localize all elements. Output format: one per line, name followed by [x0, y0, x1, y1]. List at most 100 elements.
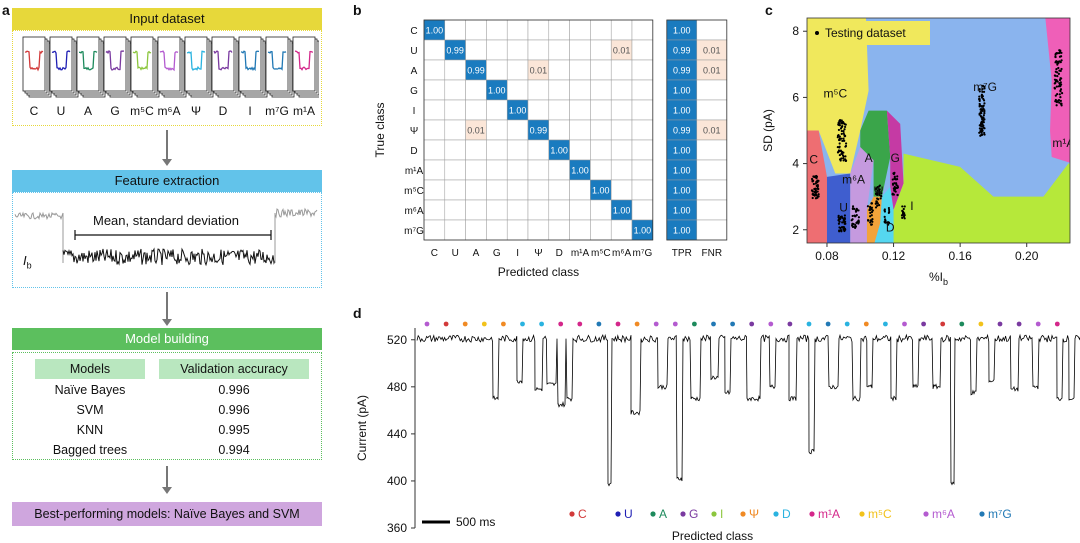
matrix-cell	[631, 119, 654, 141]
test-point	[837, 216, 840, 219]
matrix-cell	[423, 219, 446, 241]
test-point	[1053, 86, 1056, 89]
class-dot	[558, 321, 564, 327]
matrix-cell	[486, 119, 508, 141]
matrix-cell	[423, 179, 446, 201]
matrix-cell	[527, 159, 550, 181]
matrix-diag-value: 1.00	[488, 86, 506, 96]
matrix-cell	[423, 199, 446, 221]
dataset-stack	[211, 36, 241, 98]
matrix-cell	[590, 59, 612, 81]
test-point	[1058, 101, 1061, 104]
y-tick-label: 4	[792, 157, 799, 171]
test-point	[843, 221, 846, 224]
dataset-stack	[103, 36, 133, 98]
model-name: Bagged trees	[52, 443, 128, 457]
test-point	[866, 205, 870, 208]
class-dot	[749, 321, 755, 327]
x-axis-label: %Ib	[929, 270, 948, 287]
test-point	[981, 87, 984, 91]
test-point	[978, 95, 981, 98]
test-point	[840, 119, 843, 122]
tpr-value: 1.00	[673, 146, 691, 156]
test-point	[877, 204, 881, 207]
matrix-col-label: I	[516, 248, 519, 259]
legend-dot	[650, 511, 656, 517]
dataset-trace	[267, 50, 287, 71]
matrix-cell	[527, 139, 550, 161]
test-point	[811, 196, 814, 200]
matrix-cell	[631, 199, 654, 221]
legend-dot	[809, 511, 815, 517]
matrix-cell	[548, 119, 570, 141]
matrix-cell	[527, 79, 550, 101]
matrix-cell	[590, 39, 612, 61]
matrix-cell	[569, 99, 591, 121]
test-point	[896, 193, 899, 197]
matrix-cell	[631, 179, 654, 201]
y-tick-label: 360	[387, 521, 407, 535]
class-dot	[577, 321, 583, 327]
tpr-value: 1.00	[673, 106, 691, 116]
matrix-cell	[610, 99, 633, 121]
test-point	[842, 122, 845, 125]
legend-dot	[569, 511, 575, 517]
test-point	[893, 189, 896, 192]
dataset-label: D	[219, 104, 228, 118]
region-label: C	[809, 153, 818, 167]
matrix-cell	[631, 59, 654, 81]
matrix-cell	[610, 139, 633, 161]
matrix-cell	[569, 19, 591, 41]
dataset-label: Ψ	[191, 104, 201, 118]
test-point	[979, 134, 982, 137]
test-point	[838, 135, 841, 138]
test-point	[1055, 52, 1058, 55]
test-point	[839, 159, 842, 162]
models-col-header: Models	[35, 359, 145, 379]
matrix-col-label: D	[556, 248, 563, 259]
test-point	[1060, 67, 1063, 71]
scale-bar-label: 500 ms	[456, 515, 495, 529]
dataset-trace	[240, 50, 260, 72]
matrix-cell	[590, 199, 612, 221]
matrix-cell	[444, 119, 466, 141]
test-point	[838, 153, 841, 157]
legend-text: Testing dataset	[825, 26, 906, 40]
fnr-value: 0.01	[703, 46, 721, 56]
best-models-box: Best-performing models: Naïve Bayes and …	[12, 502, 322, 526]
x-axis-label: Predicted class	[672, 529, 753, 543]
test-point	[838, 226, 841, 229]
test-point	[1057, 66, 1060, 70]
matrix-cell	[444, 99, 466, 121]
matrix-cell	[527, 39, 550, 61]
class-dot	[978, 321, 984, 327]
matrix-cell	[610, 19, 633, 41]
test-point	[855, 221, 858, 225]
legend-label: m⁵C	[868, 507, 892, 521]
class-dot	[1035, 321, 1041, 327]
matrix-col-label: U	[452, 248, 459, 259]
test-point	[816, 187, 819, 190]
test-point	[883, 220, 886, 223]
test-point	[982, 116, 985, 119]
test-point	[1055, 101, 1059, 104]
test-point	[979, 110, 982, 114]
class-dot	[902, 321, 907, 327]
matrix-cell	[423, 159, 446, 181]
current-trace	[416, 333, 1080, 487]
region-A	[860, 110, 891, 197]
y-tick-label: 2	[792, 223, 799, 237]
class-dot	[634, 321, 640, 327]
dataset-stack	[184, 36, 214, 98]
test-point	[902, 207, 905, 211]
matrix-cell	[590, 79, 612, 101]
test-point	[837, 150, 840, 154]
x-tick-label: 0.16	[948, 249, 972, 263]
matrix-cell	[506, 179, 529, 201]
dataset-trace	[51, 50, 71, 71]
test-point	[836, 136, 839, 139]
matrix-cell	[506, 199, 529, 221]
test-point	[844, 155, 847, 158]
test-point	[814, 190, 817, 193]
